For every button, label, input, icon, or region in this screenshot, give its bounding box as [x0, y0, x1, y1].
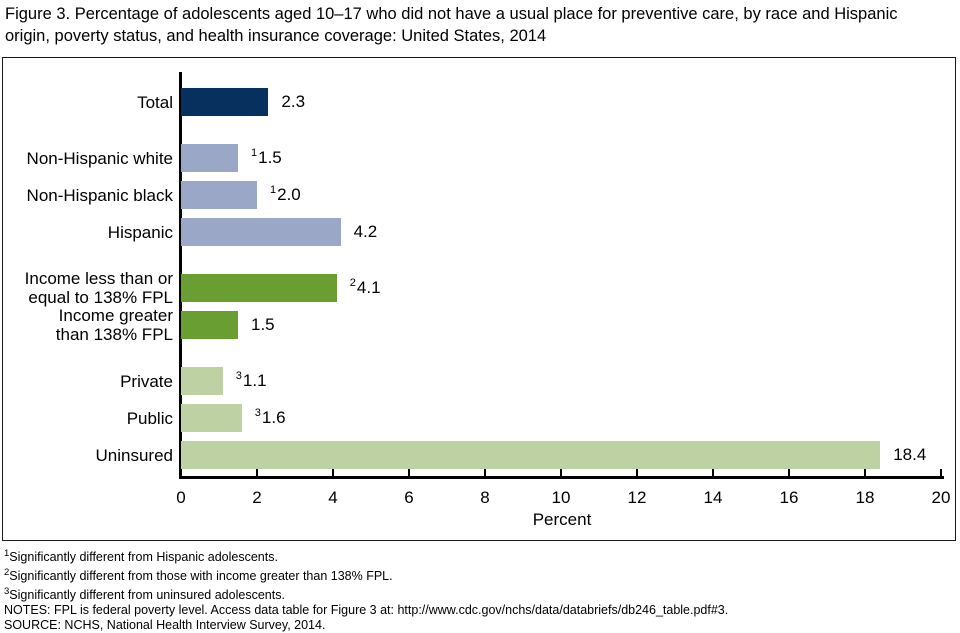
- axis-tick-label: 2: [252, 488, 262, 507]
- bar: [181, 367, 223, 395]
- axis-tick: [636, 469, 638, 476]
- axis-tick-label: 10: [551, 488, 571, 507]
- bar: [181, 88, 269, 116]
- figure-title: Figure 3. Percentage of adolescents aged…: [5, 5, 898, 45]
- y-axis-line: [179, 72, 182, 479]
- axis-tick: [940, 469, 942, 476]
- notes-line: NOTES: FPL is federal poverty level. Acc…: [4, 603, 729, 618]
- axis-tick-label: 14: [703, 488, 723, 507]
- source-line: SOURCE: NCHS, National Health Interview …: [4, 618, 326, 633]
- significance-marker: 3: [254, 407, 261, 419]
- axis-tick: [256, 469, 258, 476]
- x-axis-label: Percent: [532, 510, 592, 529]
- value-label: 1 1.5: [251, 147, 282, 167]
- axis-tick-label: 6: [404, 488, 414, 507]
- category-label: Public: [126, 408, 173, 428]
- value-label: 1 2.0: [270, 184, 301, 204]
- significance-marker: 2: [349, 277, 356, 289]
- axis-tick: [408, 469, 410, 476]
- chart-area: Percent Total 2.3 Non-Hispanic white 1 1.5 No…: [2, 57, 956, 541]
- category-label: Income greater than 138% FPL: [55, 306, 173, 344]
- value-label: 2.3: [281, 92, 306, 111]
- axis-tick: [864, 469, 866, 476]
- category-label: Hispanic: [107, 222, 173, 242]
- bar: [181, 144, 238, 172]
- axis-tick-label: 16: [779, 488, 799, 507]
- bar: [181, 311, 238, 339]
- significance-marker: 1: [251, 147, 258, 159]
- category-label: Non-Hispanic black: [26, 185, 173, 205]
- axis-tick-label: 8: [480, 488, 490, 507]
- value-label: 2 4.1: [349, 277, 381, 297]
- category-label: Income less than or equal to 138% FPL: [24, 269, 173, 307]
- value-label: 4.2: [353, 222, 378, 241]
- axis-tick: [788, 469, 790, 476]
- significance-marker: 3: [235, 370, 242, 382]
- bar: [181, 441, 881, 469]
- plot-area: Percent Total 2.3 Non-Hispanic white 1 1.5 No…: [3, 58, 955, 540]
- category-label: Private: [120, 371, 173, 391]
- footnote-1: 1Significantly different from Hispanic a…: [4, 548, 278, 565]
- footnote-marker: 1: [4, 548, 10, 559]
- bar: [181, 218, 341, 246]
- x-axis-line: [179, 476, 944, 479]
- category-label: Uninsured: [95, 445, 174, 465]
- bar: [181, 404, 242, 432]
- category-label: Non-Hispanic white: [26, 148, 173, 168]
- axis-tick: [560, 469, 562, 476]
- footnote-2: 2Significantly different from those with…: [4, 567, 393, 584]
- footnote-3: 3Significantly different from uninsured …: [4, 586, 285, 603]
- bar: [181, 181, 257, 209]
- value-label: 18.4: [893, 445, 927, 464]
- value-label: 1.5: [251, 315, 275, 334]
- axis-tick-label: 4: [328, 488, 338, 507]
- axis-tick: [332, 469, 334, 476]
- category-label: Total: [137, 92, 173, 112]
- axis-tick-label: 0: [176, 488, 186, 507]
- axis-tick: [484, 469, 486, 476]
- value-label: 3 1.6: [254, 407, 286, 427]
- bar: [181, 274, 337, 302]
- footnote-marker: 2: [4, 567, 10, 579]
- significance-marker: 1: [270, 184, 277, 196]
- axis-tick-label: 12: [627, 488, 647, 507]
- axis-tick: [712, 469, 714, 476]
- value-label: 3 1.1: [235, 370, 267, 390]
- footnotes: 1Significantly different from Hispanic a…: [4, 546, 728, 633]
- footnote-marker: 3: [4, 586, 10, 598]
- axis-tick-label: 18: [855, 488, 875, 507]
- axis-tick-label: 20: [931, 488, 951, 507]
